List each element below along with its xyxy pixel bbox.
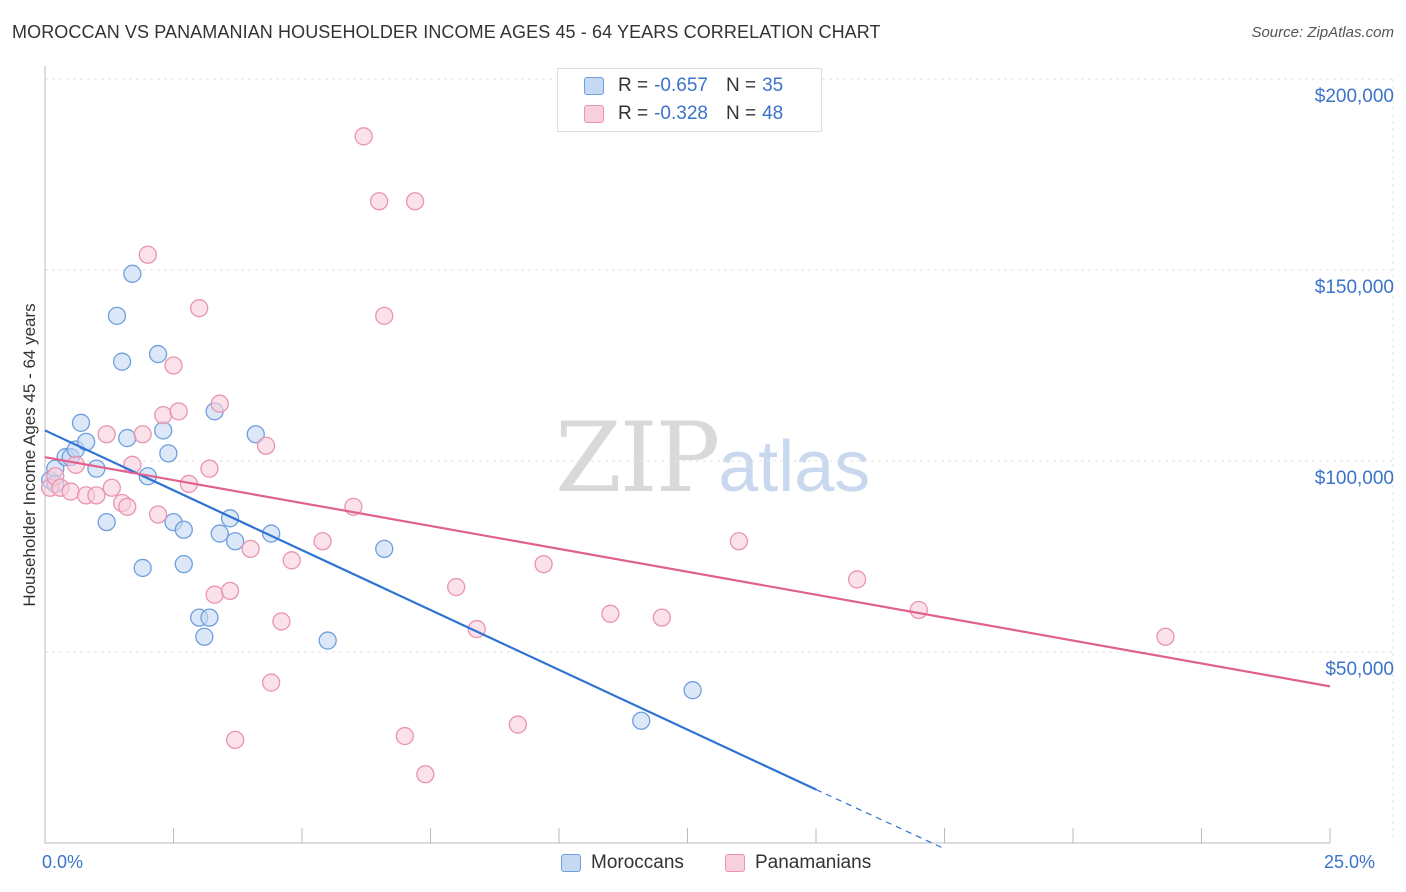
point-panamanians-33 xyxy=(369,192,389,211)
series-name-panamanians: Panamanians xyxy=(755,852,872,873)
x-tick-label-max: 25.0% xyxy=(1324,852,1376,872)
legend-r-value: -0.328 xyxy=(654,103,708,124)
y-tick-label-100000: $100,000 xyxy=(1314,468,1394,489)
point-moroccans-31 xyxy=(375,539,394,559)
point-panamanians-14 xyxy=(148,505,168,524)
point-moroccans-12 xyxy=(123,264,142,283)
point-panamanians-36 xyxy=(405,192,425,211)
point-panamanians-43 xyxy=(652,608,671,627)
point-panamanians-10 xyxy=(118,497,137,516)
point-moroccans-17 xyxy=(159,444,178,463)
point-moroccans-8 xyxy=(97,512,116,532)
point-panamanians-8 xyxy=(102,478,121,497)
point-panamanians-32 xyxy=(354,127,373,146)
point-panamanians-42 xyxy=(601,604,620,623)
point-panamanians-6 xyxy=(87,486,106,505)
point-panamanians-46 xyxy=(909,600,928,620)
legend-r-label: R = xyxy=(618,75,649,96)
point-moroccans-7 xyxy=(87,459,106,478)
point-panamanians-45 xyxy=(847,570,867,589)
point-panamanians-20 xyxy=(200,459,219,478)
point-panamanians-27 xyxy=(262,673,281,692)
point-moroccans-23 xyxy=(200,608,219,627)
point-panamanians-23 xyxy=(220,581,240,601)
legend-row-moroccans: R = -0.657 N = 35 xyxy=(584,73,801,99)
point-moroccans-22 xyxy=(195,627,214,646)
point-panamanians-22 xyxy=(210,394,229,413)
point-panamanians-38 xyxy=(447,577,466,597)
trend-line-extension-moroccans xyxy=(815,788,945,850)
point-moroccans-33 xyxy=(683,681,702,700)
point-moroccans-15 xyxy=(148,344,168,364)
point-panamanians-16 xyxy=(164,356,183,375)
legend-n-label: N = xyxy=(725,103,757,124)
legend-n-value: 35 xyxy=(762,75,784,96)
point-panamanians-7 xyxy=(97,425,116,444)
point-panamanians-25 xyxy=(241,539,260,559)
point-moroccans-30 xyxy=(318,631,337,650)
legend-swatch-panamanians xyxy=(584,105,604,123)
point-panamanians-41 xyxy=(534,554,553,574)
legend-row-panamanians: R = -0.328 N = 48 xyxy=(584,101,801,127)
point-moroccans-5 xyxy=(71,413,91,432)
point-panamanians-13 xyxy=(138,245,157,264)
point-panamanians-3 xyxy=(61,482,80,501)
chart-source: Source: ZipAtlas.com xyxy=(1251,24,1394,41)
point-moroccans-28 xyxy=(246,425,265,444)
trend-line-panamanians xyxy=(44,456,1331,688)
legend-r-value: -0.657 xyxy=(654,75,708,96)
series-legend-moroccans: Moroccans xyxy=(561,852,684,874)
point-panamanians-29 xyxy=(282,551,301,570)
series-swatch-panamanians xyxy=(725,854,745,872)
series-legend-panamanians: Panamanians xyxy=(725,852,871,874)
point-panamanians-19 xyxy=(190,299,209,318)
correlation-legend: R = -0.657 N = 35 R = -0.328 N = 48 xyxy=(557,68,822,132)
point-panamanians-21 xyxy=(205,585,224,604)
point-moroccans-11 xyxy=(118,428,137,448)
point-panamanians-30 xyxy=(313,532,332,551)
point-panamanians-37 xyxy=(416,765,435,784)
point-panamanians-24 xyxy=(226,730,245,750)
point-moroccans-10 xyxy=(112,352,132,371)
point-moroccans-13 xyxy=(133,558,152,578)
trend-line-moroccans xyxy=(44,429,817,791)
series-swatch-moroccans xyxy=(561,854,581,872)
point-moroccans-20 xyxy=(174,554,193,574)
point-panamanians-40 xyxy=(508,715,528,734)
point-panamanians-26 xyxy=(256,436,276,455)
point-moroccans-16 xyxy=(154,421,173,440)
watermark-zip: ZIP xyxy=(555,402,720,514)
point-panamanians-35 xyxy=(395,726,414,746)
watermark: ZIPatlas xyxy=(555,402,870,514)
legend-n-value: 48 xyxy=(762,103,784,124)
series-name-moroccans: Moroccans xyxy=(591,852,684,873)
point-panamanians-34 xyxy=(375,306,394,325)
point-moroccans-32 xyxy=(632,711,651,730)
watermark-atlas: atlas xyxy=(718,427,871,507)
y-tick-label-200000: $200,000 xyxy=(1314,86,1394,107)
point-moroccans-25 xyxy=(210,524,229,543)
point-moroccans-9 xyxy=(107,306,127,325)
point-moroccans-27 xyxy=(226,532,245,551)
legend-r-label: R = xyxy=(618,103,649,124)
point-panamanians-28 xyxy=(272,612,291,631)
point-moroccans-19 xyxy=(174,520,193,539)
point-panamanians-47 xyxy=(1156,627,1175,646)
y-tick-label-150000: $150,000 xyxy=(1314,277,1394,298)
legend-swatch-moroccans xyxy=(584,77,604,95)
point-panamanians-17 xyxy=(169,402,188,421)
point-panamanians-44 xyxy=(729,532,749,551)
chart-title: MOROCCAN VS PANAMANIAN HOUSEHOLDER INCOM… xyxy=(12,22,881,42)
legend-n-label: N = xyxy=(725,75,757,96)
y-axis-label: Householder Income Ages 45 - 64 years xyxy=(20,303,39,607)
x-tick-label-min: 0.0% xyxy=(42,852,84,872)
y-tick-label-50000: $50,000 xyxy=(1325,659,1394,680)
point-panamanians-15 xyxy=(154,406,173,425)
point-panamanians-12 xyxy=(133,425,152,444)
